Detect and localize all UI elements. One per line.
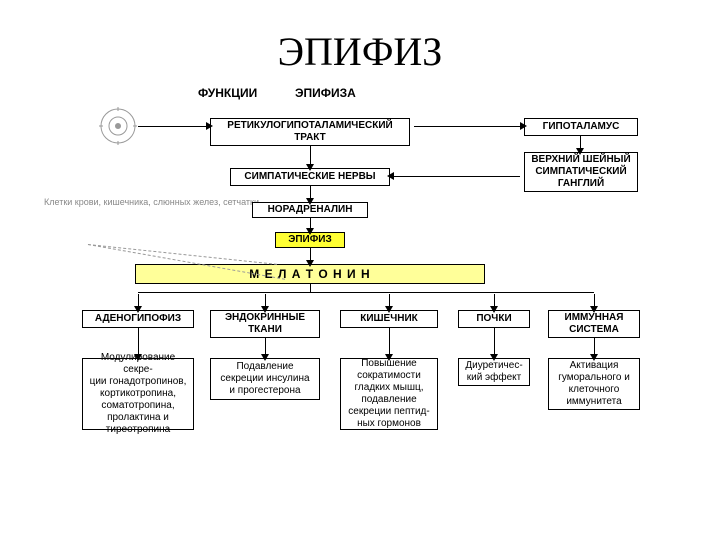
arrow-head-icon (490, 306, 498, 313)
arrow-head-icon (206, 122, 213, 130)
subtitle-epiphysis: ЭПИФИЗА (295, 86, 356, 100)
box-retikulo: РЕТИКУЛОГИПОТАЛАМИЧЕСКИЙТРАКТ (210, 118, 410, 146)
box-gipotalamus: ГИПОТАЛАМУС (524, 118, 638, 136)
arrow-head-icon (134, 306, 142, 313)
box-eff5: Активациягуморального иклеточногоиммунит… (548, 358, 640, 410)
arrow-head-icon (261, 306, 269, 313)
connector-line (138, 328, 139, 354)
arrow-head-icon (306, 198, 314, 205)
arrow-head-icon (387, 172, 394, 180)
box-ganglii: ВЕРХНИЙ ШЕЙНЫЙСИМПАТИЧЕСКИЙГАНГЛИЙ (524, 152, 638, 192)
arrow-head-icon (261, 354, 269, 361)
melatonin-stub-line (310, 284, 311, 292)
page-title: ЭПИФИЗ (250, 28, 470, 75)
side-cells-text: Клетки крови, кишечника, слюнных желез, … (44, 198, 259, 208)
connector-line (594, 338, 595, 354)
eye-icon (96, 104, 140, 153)
arrow-head-icon (306, 260, 314, 267)
box-immun: ИММУННАЯСИСТЕМА (548, 310, 640, 338)
arrow-head-icon (520, 122, 527, 130)
box-melatonin: М Е Л А Т О Н И Н (135, 264, 485, 284)
distribution-line (138, 292, 594, 293)
connector-line (389, 328, 390, 354)
connector-line (265, 294, 266, 306)
box-eff4: Диуретичес-кий эффект (458, 358, 530, 386)
arrow-head-icon (134, 354, 142, 361)
arrow-head-icon (385, 306, 393, 313)
connector-line (594, 294, 595, 306)
connector-line (394, 176, 520, 177)
connector-line (310, 146, 311, 164)
connector-line (138, 294, 139, 306)
arrow-head-icon (490, 354, 498, 361)
arrow-head-icon (590, 354, 598, 361)
box-eff2: Подавлениесекреции инсулинаи прогестерон… (210, 358, 320, 400)
connector-line (494, 328, 495, 354)
connector-line (265, 338, 266, 354)
box-eff3: Повышениесократимостигладких мышц,подавл… (340, 358, 438, 430)
arrow-head-icon (306, 228, 314, 235)
connector-line (389, 294, 390, 306)
connector-line (310, 186, 311, 198)
box-eff1: Модулирование секре-ции гонадотропинов,к… (82, 358, 194, 430)
connector-line (414, 126, 520, 127)
box-endo: ЭНДОКРИННЫЕТКАНИ (210, 310, 320, 338)
connector-line (310, 218, 311, 228)
subtitle-functions: ФУНКЦИИ (198, 86, 257, 100)
arrow-head-icon (385, 354, 393, 361)
connector-line (580, 136, 581, 148)
connector-line (310, 248, 311, 260)
arrow-head-icon (590, 306, 598, 313)
connector-line (138, 126, 206, 127)
arrow-head-icon (306, 164, 314, 171)
arrow-head-icon (576, 148, 584, 155)
connector-line (494, 294, 495, 306)
